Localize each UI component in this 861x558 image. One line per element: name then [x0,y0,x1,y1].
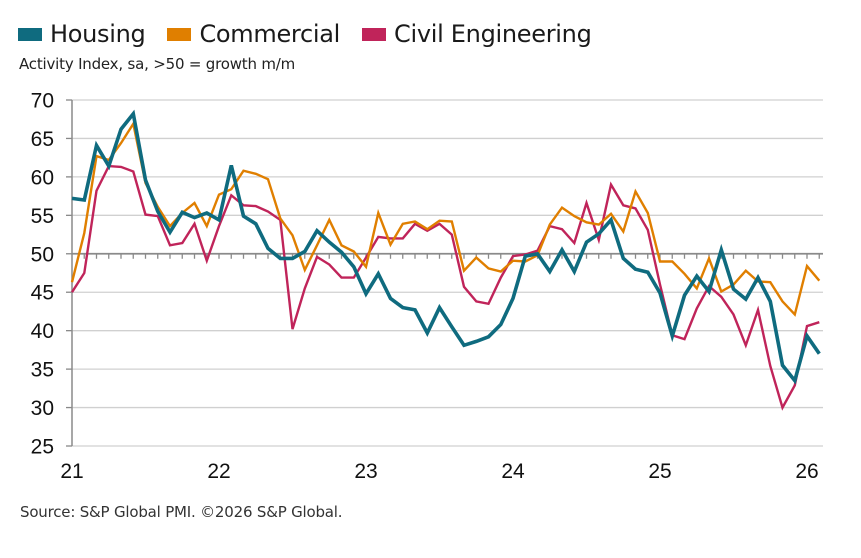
y-tick-label: 30 [31,397,54,420]
legend-swatch-housing [18,27,42,41]
y-tick-label: 70 [31,90,54,113]
x-tick-label: 25 [648,460,671,483]
series-line-commercial [70,120,821,317]
chart-subtitle: Activity Index, sa, >50 = growth m/m [19,55,296,73]
series-line-housing [71,109,821,385]
y-axis-tick-labels: 25 30 35 40 45 50 55 60 65 70 [31,90,54,459]
series-lines [70,109,821,411]
y-tick-label: 60 [31,166,54,189]
x-tick-label: 26 [795,460,818,483]
chart-legend: Housing Commercial Civil Engineering [18,20,614,48]
gridlines [72,99,823,447]
x-tick-label: 21 [60,460,83,483]
y-tick-label: 45 [31,282,54,305]
y-tick-label: 65 [31,128,54,151]
source-note: Source: S&P Global PMI. ©2026 S&P Global… [20,503,343,521]
legend-item-civil-engineering: Civil Engineering [362,20,592,48]
y-tick-label: 50 [31,243,54,266]
axes [66,99,823,447]
legend-swatch-civil-engineering [362,27,387,41]
x-axis-tick-labels: 21 22 23 24 25 26 [60,460,818,483]
legend-item-housing: Housing [18,20,146,48]
legend-label-commercial: Commercial [199,20,341,48]
x-tick-label: 22 [207,460,230,483]
y-tick-label: 55 [31,205,54,228]
legend-label-housing: Housing [50,20,146,48]
x-tick-label: 24 [501,460,525,483]
y-tick-label: 35 [31,359,54,382]
legend-swatch-commercial [167,27,192,41]
series-line-civil-engineering [70,164,820,411]
legend-label-civil-engineering: Civil Engineering [394,20,592,48]
legend-item-commercial: Commercial [167,20,340,48]
y-tick-label: 25 [31,436,54,459]
y-tick-label: 40 [31,320,54,343]
x-tick-label: 23 [354,460,377,483]
